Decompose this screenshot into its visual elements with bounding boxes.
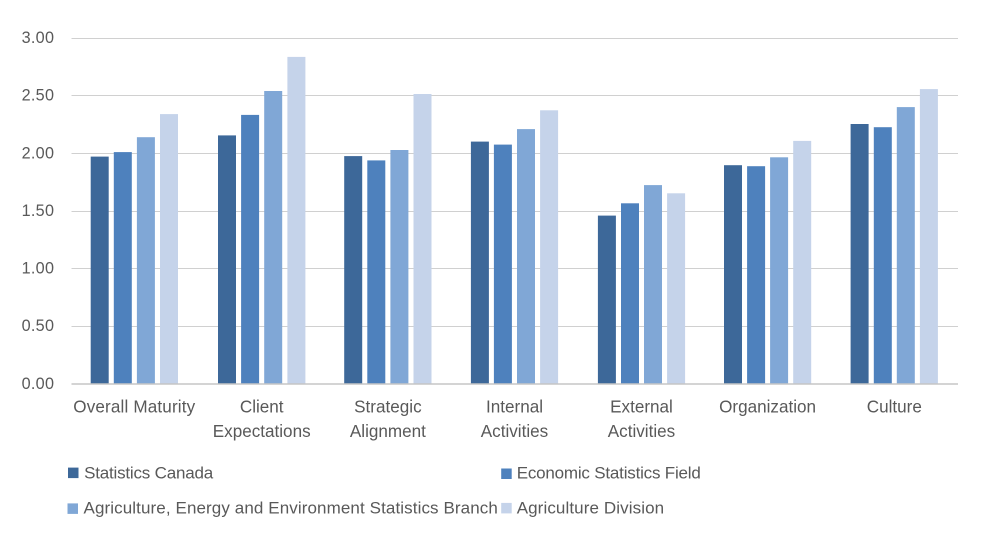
svg-text:Expectations: Expectations: [213, 422, 311, 441]
svg-text:Activities: Activities: [481, 422, 548, 441]
svg-text:Client: Client: [240, 398, 284, 417]
svg-text:1.00: 1.00: [22, 260, 55, 278]
svg-text:Economic Statistics Field: Economic Statistics Field: [517, 464, 701, 483]
svg-text:Alignment: Alignment: [350, 422, 426, 441]
svg-text:1.50: 1.50: [22, 202, 55, 220]
svg-text:3.00: 3.00: [22, 29, 55, 47]
svg-text:Culture: Culture: [867, 398, 922, 417]
svg-text:External: External: [610, 398, 673, 417]
svg-text:Statistics Canada: Statistics Canada: [84, 464, 214, 483]
svg-text:Internal: Internal: [486, 398, 543, 417]
svg-text:2.00: 2.00: [22, 144, 55, 162]
svg-text:Agriculture Division: Agriculture Division: [517, 499, 665, 518]
svg-text:Agriculture, Energy and Enviro: Agriculture, Energy and Environment Stat…: [84, 499, 498, 518]
svg-text:0.00: 0.00: [22, 375, 55, 393]
svg-text:Activities: Activities: [608, 422, 675, 441]
svg-text:Overall Maturity: Overall Maturity: [73, 398, 195, 417]
svg-text:2.50: 2.50: [22, 87, 55, 105]
svg-text:Strategic: Strategic: [354, 398, 422, 417]
svg-text:Organization: Organization: [719, 398, 816, 417]
svg-text:0.50: 0.50: [22, 317, 55, 335]
